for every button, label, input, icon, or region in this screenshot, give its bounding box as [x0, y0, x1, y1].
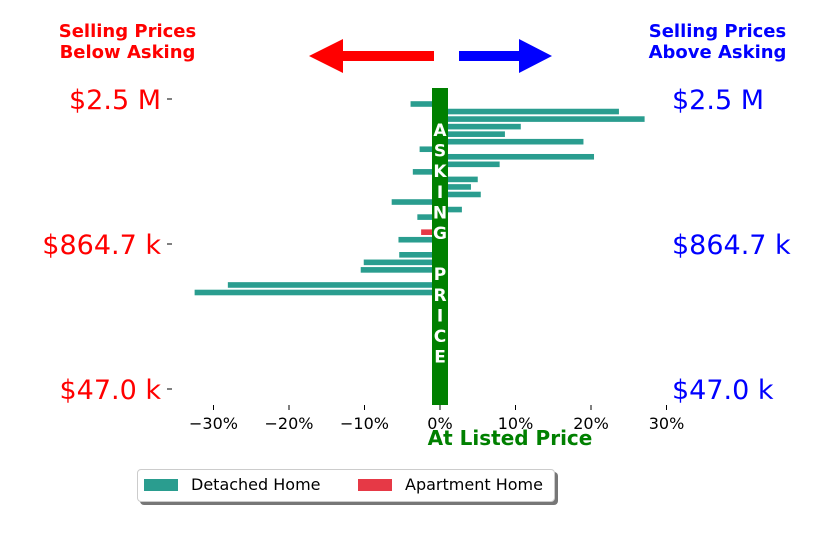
detached-bar [440, 153, 595, 160]
right-arrow-icon [459, 39, 552, 73]
detached-bar [399, 252, 440, 258]
detached-bar [440, 176, 478, 183]
y-tick-label-right: $864.7 k [672, 230, 791, 261]
asking-price-bar [432, 88, 448, 405]
x-tick-label: −30% [189, 414, 238, 433]
detached-bar [440, 131, 505, 137]
asking-letter: I [437, 306, 443, 326]
x-axis-label: At Listed Price [428, 426, 593, 450]
asking-letter: A [433, 121, 447, 141]
asking-letter: G [433, 224, 447, 244]
y-tick-label-right: $47.0 k [672, 375, 774, 406]
above-asking-header-line1: Selling Prices [648, 21, 787, 42]
below-asking-header-line2: Below Asking [59, 42, 196, 63]
asking-letter: K [433, 162, 447, 182]
detached-bar [440, 108, 619, 115]
y-tick-label-left: $47.0 k [59, 375, 161, 406]
asking-letter: C [434, 327, 446, 347]
detached-bar [440, 184, 471, 190]
detached-bar [194, 289, 440, 296]
detached-bar [440, 191, 481, 198]
detached-bar [412, 169, 440, 175]
legend-swatch-detached [144, 479, 178, 491]
above-asking-header-line2: Above Asking [648, 42, 787, 63]
x-tick-label: 30% [649, 414, 685, 433]
detached-bar [440, 123, 521, 130]
asking-letter: R [433, 286, 446, 306]
detached-bar [417, 214, 440, 220]
y-tick-label-left: $864.7 k [42, 230, 161, 261]
asking-letter: S [434, 142, 446, 162]
detached-bar [398, 236, 440, 243]
asking-letter: P [434, 265, 446, 285]
legend-swatch-apartment [358, 479, 392, 491]
detached-bar [440, 206, 462, 213]
detached-bar [419, 146, 440, 153]
asking-letter: E [434, 348, 446, 368]
x-tick-label: −20% [265, 414, 314, 433]
detached-bar [227, 282, 440, 288]
x-tick-label: 20% [573, 414, 609, 433]
detached-bar [391, 199, 440, 205]
detached-bar [360, 267, 440, 273]
legend-label-apartment: Apartment Home [405, 475, 543, 494]
x-tick-label: −10% [340, 414, 389, 433]
x-tick-label: 10% [498, 414, 534, 433]
detached-bar [440, 161, 500, 168]
y-tick-label-right: $2.5 M [672, 85, 764, 116]
x-tick-label: 0% [427, 414, 452, 433]
asking-letter: I [437, 183, 443, 203]
detached-bar [440, 116, 645, 122]
below-asking-header: Selling Prices Below Asking [40, 21, 215, 63]
y-tick-label-left: $2.5 M [69, 85, 161, 116]
detached-bar [363, 259, 440, 266]
above-asking-header: Selling Prices Above Asking [630, 21, 805, 63]
detached-bar [410, 101, 440, 107]
legend-label-detached: Detached Home [191, 475, 321, 494]
apartment-bar [421, 229, 440, 235]
below-asking-header-line1: Selling Prices [58, 21, 197, 42]
left-arrow-icon [309, 39, 434, 73]
detached-bar [440, 138, 584, 145]
asking-letter: N [433, 203, 447, 223]
legend: Detached Home Apartment Home [137, 469, 555, 502]
